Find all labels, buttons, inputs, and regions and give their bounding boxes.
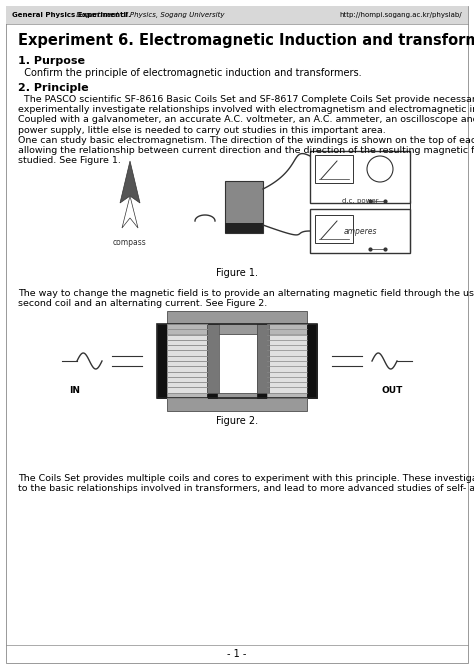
Text: Department of Physics, Sogang University: Department of Physics, Sogang University xyxy=(74,12,225,18)
Bar xyxy=(157,324,167,398)
Bar xyxy=(207,324,219,393)
Text: The way to change the magnetic field is to provide an alternating magnetic field: The way to change the magnetic field is … xyxy=(18,289,474,298)
Text: OUT: OUT xyxy=(381,386,403,395)
Text: to the basic relationships involved in transformers, and lead to more advanced s: to the basic relationships involved in t… xyxy=(18,484,474,493)
Bar xyxy=(225,223,263,233)
Text: - 1 -: - 1 - xyxy=(228,649,246,659)
Bar xyxy=(267,324,307,398)
Text: experimentally investigate relationships involved with electromagnetism and elec: experimentally investigate relationships… xyxy=(18,105,474,114)
Bar xyxy=(157,324,317,398)
Text: IN: IN xyxy=(70,386,81,395)
Text: Confirm the principle of electromagnetic induction and transformers.: Confirm the principle of electromagnetic… xyxy=(18,68,362,78)
Text: 2. Principle: 2. Principle xyxy=(18,83,89,93)
Text: One can study basic electromagnetism. The direction of the windings is shown on : One can study basic electromagnetism. Th… xyxy=(18,136,474,145)
Text: Figure 2.: Figure 2. xyxy=(216,416,258,426)
Bar xyxy=(315,155,353,183)
Bar xyxy=(315,215,353,243)
Bar xyxy=(167,311,307,334)
Polygon shape xyxy=(122,196,138,228)
Text: 1. Purpose: 1. Purpose xyxy=(18,56,85,66)
Text: power supply, little else is needed to carry out studies in this important area.: power supply, little else is needed to c… xyxy=(18,126,386,134)
Text: Coupled with a galvanometer, an accurate A.C. voltmeter, an A.C. ammeter, an osc: Coupled with a galvanometer, an accurate… xyxy=(18,115,474,124)
Text: Figure 1.: Figure 1. xyxy=(216,268,258,278)
Bar xyxy=(257,324,269,393)
Bar xyxy=(310,209,410,253)
Text: second coil and an alternating current. See Figure 2.: second coil and an alternating current. … xyxy=(18,299,267,308)
Text: General Physics ExperimentⅡ.: General Physics ExperimentⅡ. xyxy=(12,12,131,18)
Text: The PASCO scientific SF-8616 Basic Coils Set and SF-8617 Complete Coils Set prov: The PASCO scientific SF-8616 Basic Coils… xyxy=(18,95,474,104)
Text: allowing the relationship between current direction and the direction of the res: allowing the relationship between curren… xyxy=(18,146,474,155)
Bar xyxy=(6,6,468,24)
Bar xyxy=(167,393,307,411)
Text: The Coils Set provides multiple coils and cores to experiment with this principl: The Coils Set provides multiple coils an… xyxy=(18,474,474,483)
Text: d.c. power: d.c. power xyxy=(342,198,378,204)
Bar xyxy=(167,324,207,398)
Text: compass: compass xyxy=(113,238,147,247)
Bar xyxy=(225,181,263,233)
Text: amperes: amperes xyxy=(343,227,377,235)
Bar xyxy=(307,324,317,398)
Text: Experiment 6. Electromagnetic Induction and transformers: Experiment 6. Electromagnetic Induction … xyxy=(18,33,474,48)
Polygon shape xyxy=(120,161,140,203)
Bar xyxy=(310,151,410,203)
Bar xyxy=(257,324,267,398)
Text: http://hompi.sogang.ac.kr/physlab/: http://hompi.sogang.ac.kr/physlab/ xyxy=(339,12,462,18)
Bar xyxy=(207,324,217,398)
Text: studied. See Figure 1.: studied. See Figure 1. xyxy=(18,156,121,165)
